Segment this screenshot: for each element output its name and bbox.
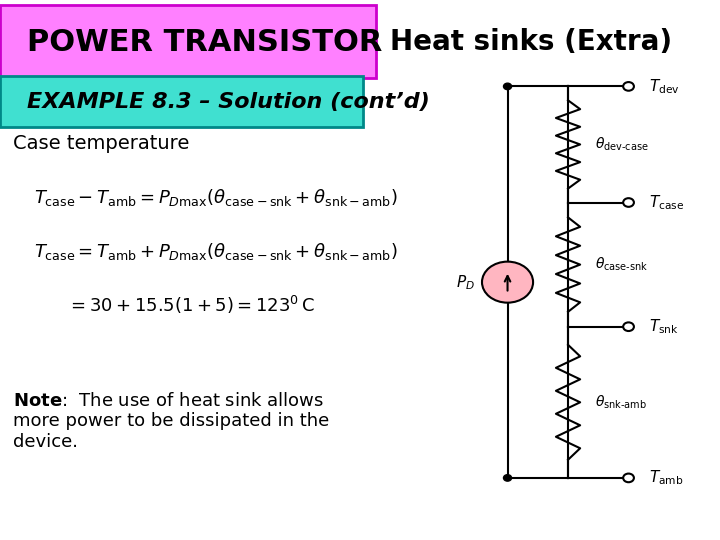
Text: $\mathbf{Note}$:  The use of heat sink allows
more power to be dissipated in the: $\mathbf{Note}$: The use of heat sink al… [14,392,330,451]
Text: $P_D$: $P_D$ [456,273,475,292]
Text: $\theta_{\mathrm{dev\text{-}case}}$: $\theta_{\mathrm{dev\text{-}case}}$ [595,136,649,153]
Text: $T_{\mathrm{amb}}$: $T_{\mathrm{amb}}$ [649,469,683,487]
Circle shape [624,474,634,482]
Circle shape [503,83,512,90]
Text: $\theta_{\mathrm{case\text{-}snk}}$: $\theta_{\mathrm{case\text{-}snk}}$ [595,256,648,273]
Circle shape [503,475,512,481]
Text: $T_{\mathrm{dev}}$: $T_{\mathrm{dev}}$ [649,77,680,96]
Text: $= 30 + 15.5\left(1 + 5\right) = 123^{0}\,\mathrm{C}$: $= 30 + 15.5\left(1 + 5\right) = 123^{0}… [67,294,315,316]
Text: $\theta_{\mathrm{snk\text{-}amb}}$: $\theta_{\mathrm{snk\text{-}amb}}$ [595,394,647,411]
Circle shape [624,82,634,91]
Text: EXAMPLE 8.3 – Solution (cont’d): EXAMPLE 8.3 – Solution (cont’d) [27,91,430,112]
Text: $T_{\mathrm{case}}$: $T_{\mathrm{case}}$ [649,193,684,212]
FancyBboxPatch shape [0,76,363,127]
Text: $T_{\mathrm{case}} - T_{\mathrm{amb}} = P_{D\mathrm{max}}\left(\theta_{\mathrm{c: $T_{\mathrm{case}} - T_{\mathrm{amb}} = … [34,187,397,207]
Circle shape [482,262,533,303]
Text: Case temperature: Case temperature [14,133,190,153]
Text: POWER TRANSISTOR: POWER TRANSISTOR [27,28,382,57]
FancyBboxPatch shape [0,5,377,78]
Text: Heat sinks (Extra): Heat sinks (Extra) [390,28,672,56]
Circle shape [624,198,634,207]
Text: $T_{\mathrm{case}} = T_{\mathrm{amb}} + P_{D\mathrm{max}}\left(\theta_{\mathrm{c: $T_{\mathrm{case}} = T_{\mathrm{amb}} + … [34,241,397,261]
Text: $T_{\mathrm{snk}}$: $T_{\mathrm{snk}}$ [649,318,678,336]
Circle shape [624,322,634,331]
